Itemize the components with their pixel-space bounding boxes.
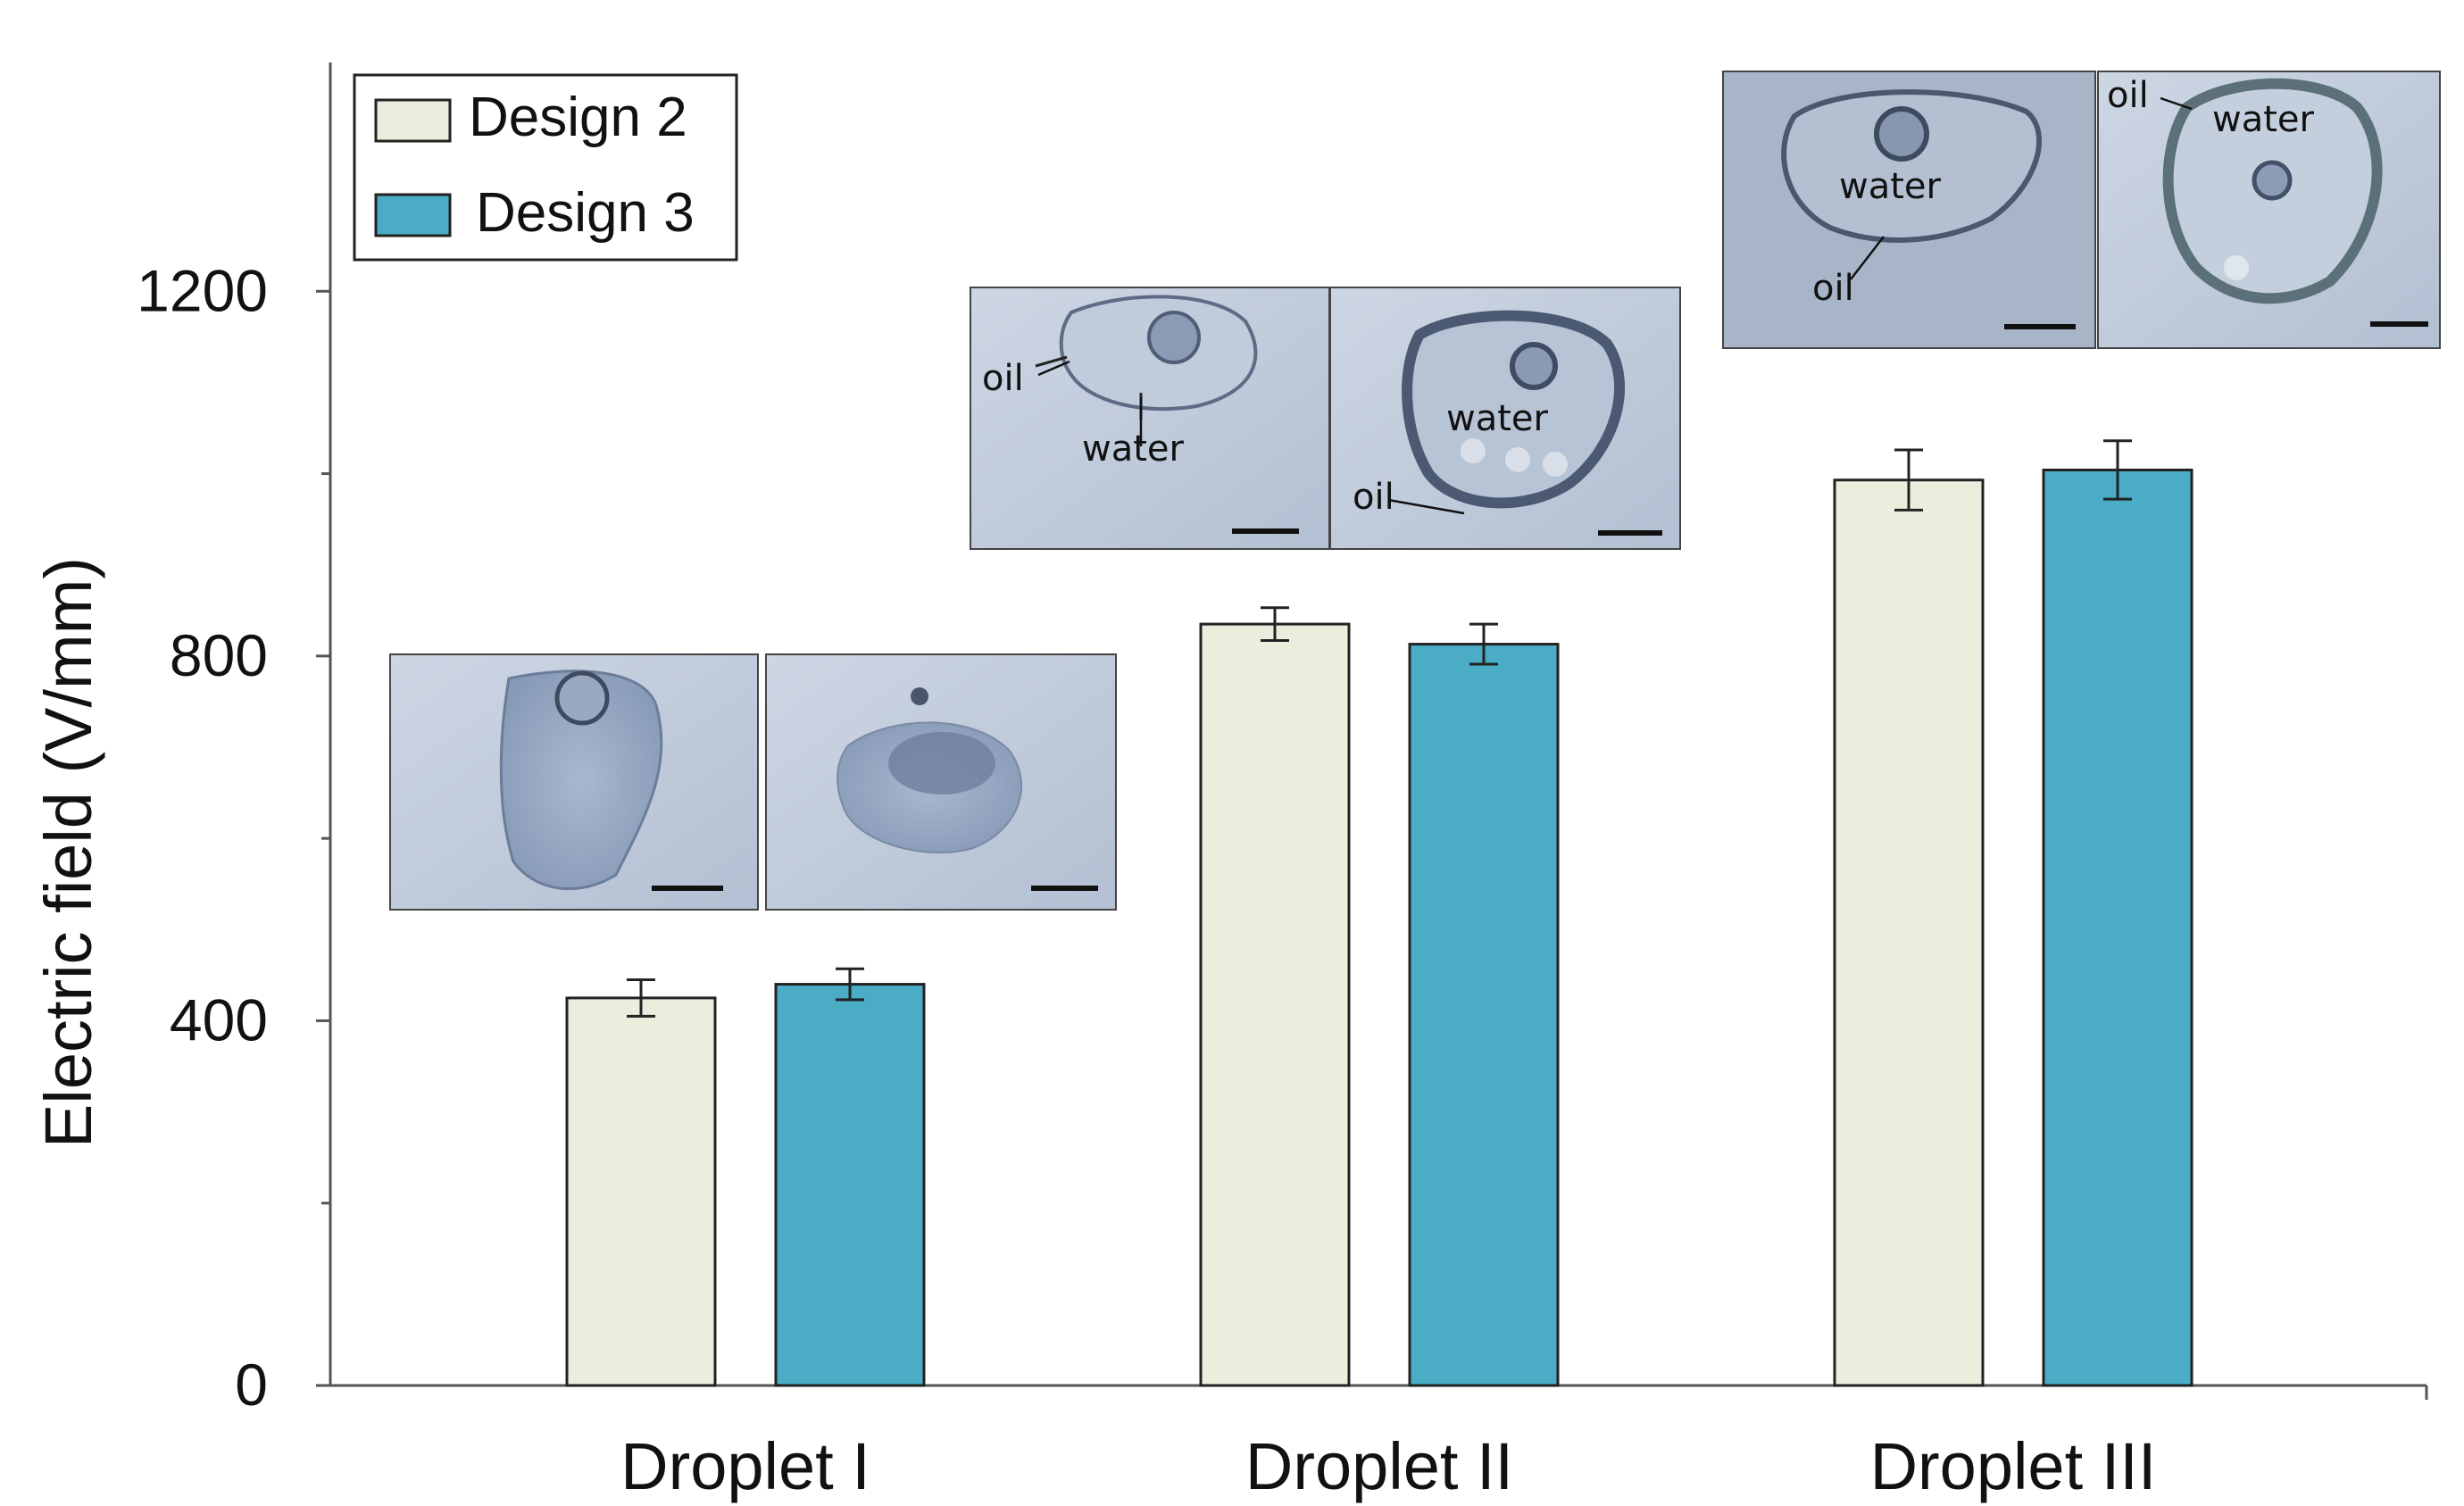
category-label-2: Droplet II: [1245, 1429, 1513, 1503]
error-bars: [627, 439, 2132, 1018]
category-labels: Droplet I Droplet II Droplet III: [620, 1429, 2156, 1503]
inset-label-water: water: [1839, 166, 1942, 207]
annotation-arrows: [1037, 96, 2193, 515]
bar-series: [565, 468, 2193, 1387]
error-bar-droplet-ii-design-2: [1261, 606, 1289, 642]
error-bar-droplet-iii-design-2: [1894, 448, 1923, 512]
micrograph-droplet-iii-design-2: [1722, 71, 2096, 349]
micrograph-droplet-ii-design-2: [970, 287, 1330, 550]
bar-droplet-i-design-2: [565, 996, 717, 1387]
legend-swatch-design-2: [374, 98, 452, 143]
error-bar-droplet-i-design-3: [836, 967, 864, 1002]
micrograph-droplet-i-design-2: [389, 653, 759, 911]
legend-label-design-3: Design 3: [476, 182, 695, 244]
inset-label-oil: oil: [1353, 477, 1394, 518]
inset-label-water: water: [1082, 429, 1185, 470]
error-bar-droplet-ii-design-3: [1469, 622, 1498, 666]
bar-droplet-ii-design-2: [1199, 622, 1351, 1387]
bar-droplet-iii-design-3: [2042, 468, 2193, 1387]
category-label-1: Droplet I: [620, 1429, 870, 1503]
y-tick-label-0: 0: [235, 1352, 268, 1418]
micrograph-droplet-i-design-3: [765, 653, 1117, 911]
bar-droplet-ii-design-3: [1408, 643, 1560, 1387]
error-bar-droplet-iii-design-3: [2103, 439, 2132, 501]
inset-label-oil: oil: [1812, 268, 1854, 309]
inset-label-oil: oil: [982, 358, 1024, 399]
y-tick-label-400: 400: [170, 986, 268, 1053]
error-bar-droplet-i-design-2: [627, 978, 655, 1018]
y-tick-label-800: 800: [170, 622, 268, 688]
inset-label-water: water: [1446, 398, 1549, 439]
y-axis-title: Electric field (V/mm): [31, 557, 105, 1148]
y-axis-ticks: 0 400 800 1200: [137, 257, 330, 1418]
legend: Design 2 Design 3: [353, 73, 738, 262]
inset-label-water: water: [2212, 99, 2315, 140]
legend-label-design-2: Design 2: [469, 87, 687, 148]
category-label-3: Droplet III: [1870, 1429, 2157, 1503]
y-tick-label-1200: 1200: [137, 257, 268, 323]
legend-swatch-design-3: [374, 193, 452, 237]
inset-label-oil: oil: [2107, 75, 2149, 116]
micrograph-droplet-iii-design-3: [2097, 71, 2441, 349]
bar-droplet-iii-design-2: [1833, 478, 1985, 1387]
micrograph-droplet-ii-design-3: [1329, 287, 1681, 550]
bar-droplet-i-design-3: [774, 983, 926, 1387]
